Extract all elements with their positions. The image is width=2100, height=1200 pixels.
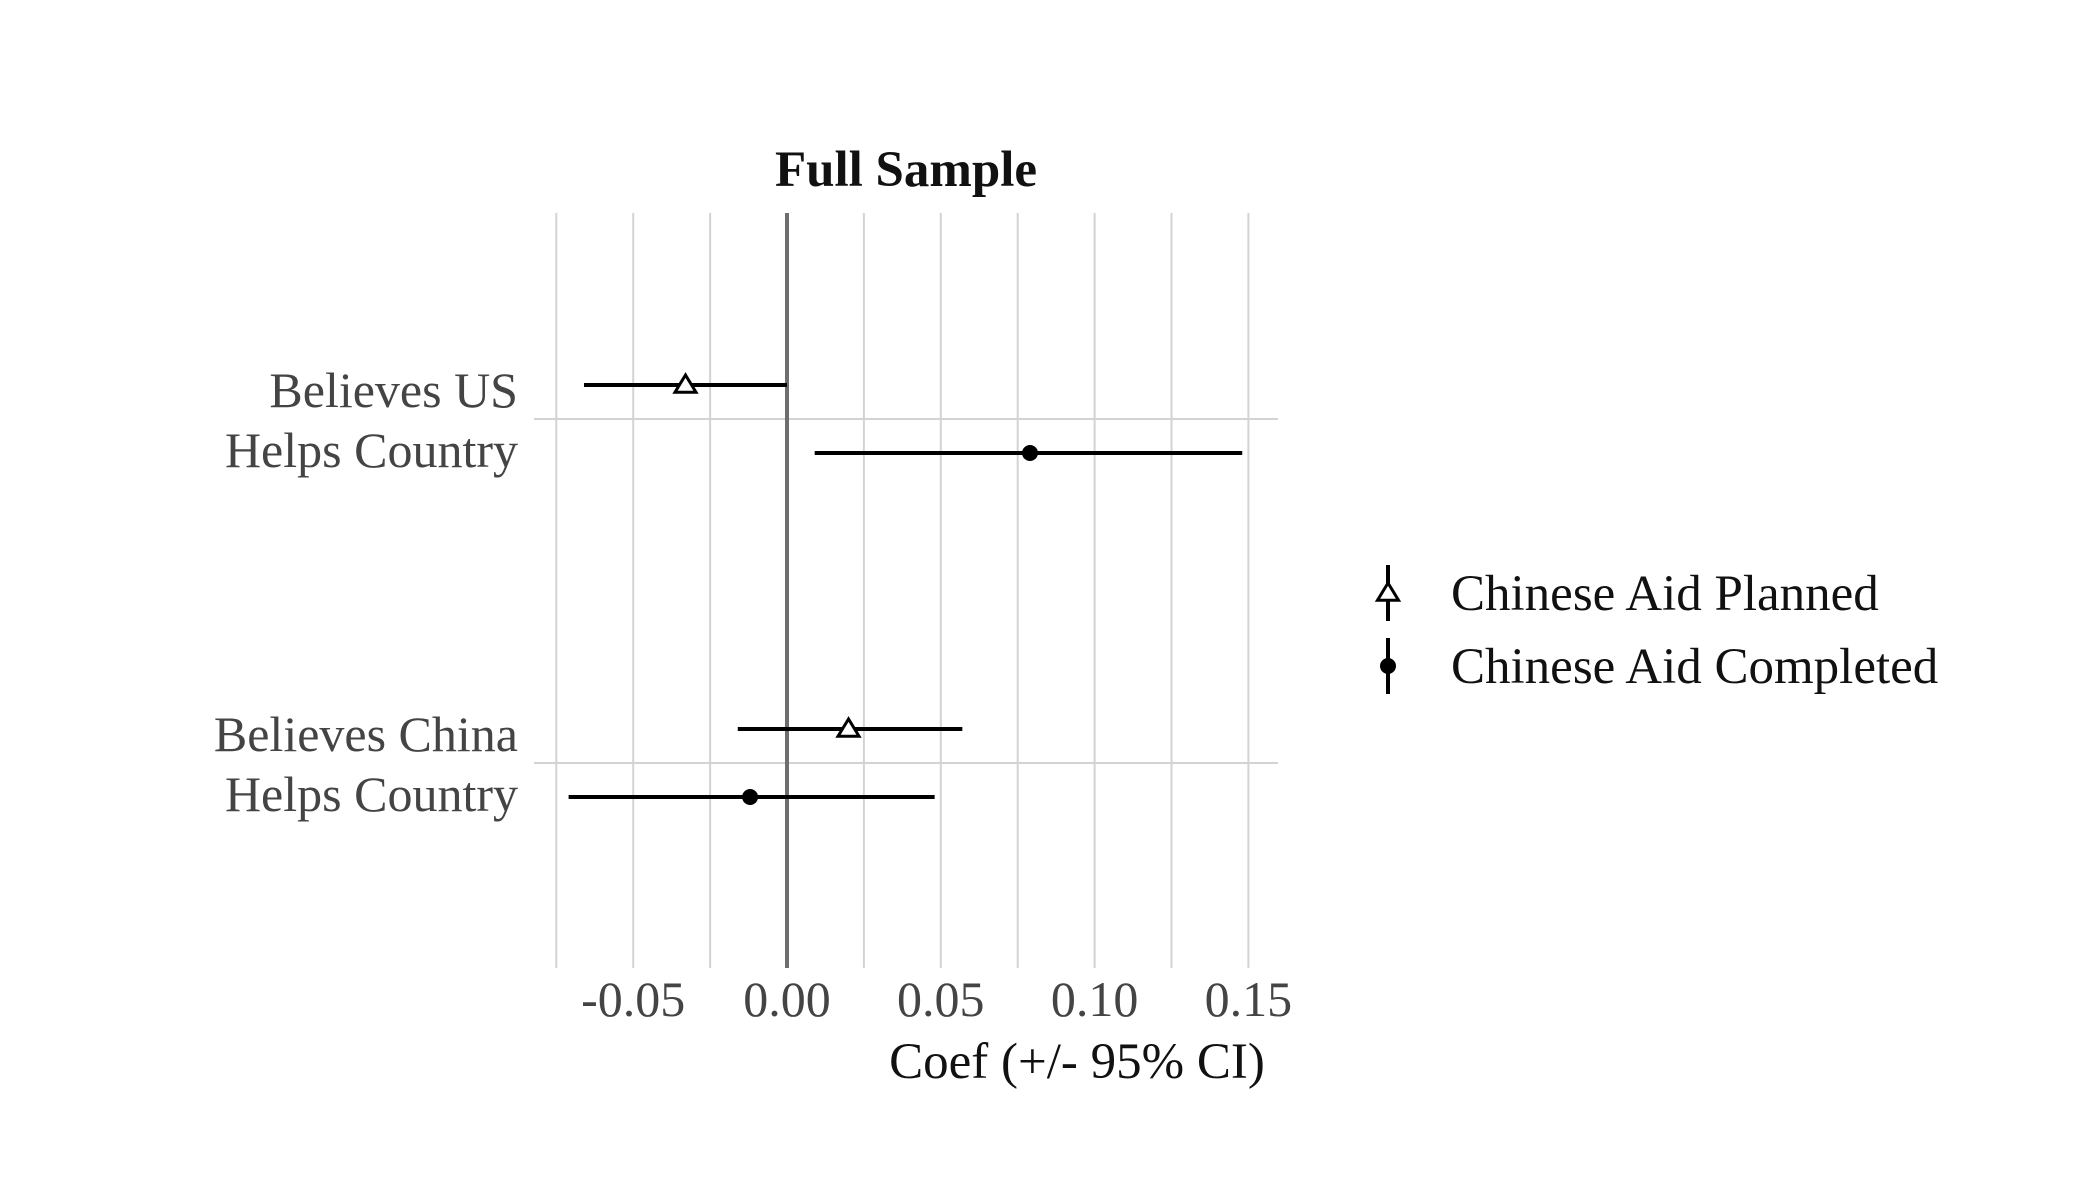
point-estimate-triangle [672,372,699,394]
point-estimate-circle [742,789,759,805]
x-tick-label: 0.15 [1205,971,1293,1027]
legend-label: Chinese Aid Completed [1451,639,1938,695]
legend-label: Chinese Aid Planned [1451,566,1879,622]
point-estimate-triangle [835,716,862,738]
legend-key-triangle [1374,580,1402,602]
y-category-label: Helps Country [225,766,518,822]
legend: Chinese Aid Planned Chinese Aid Completed [1374,565,1938,695]
plot-marks [568,372,1243,805]
grid [534,213,1278,968]
y-category-label: Helps Country [225,422,518,478]
legend-key-circle [1380,658,1396,674]
x-tick-label: 0.05 [897,971,985,1027]
x-tick-label: 0.00 [743,971,831,1027]
point-estimate-circle [1022,445,1039,461]
y-category-label: Believes China [214,706,518,762]
x-axis-ticks: -0.05 0.00 0.05 0.10 0.15 [581,971,1292,1027]
x-tick-label: -0.05 [581,971,685,1027]
chart-title: Full Sample [775,142,1037,198]
x-tick-label: 0.10 [1051,971,1139,1027]
y-category-label: Believes US [269,362,518,418]
x-axis-title: Coef (+/- 95% CI) [889,1034,1265,1090]
